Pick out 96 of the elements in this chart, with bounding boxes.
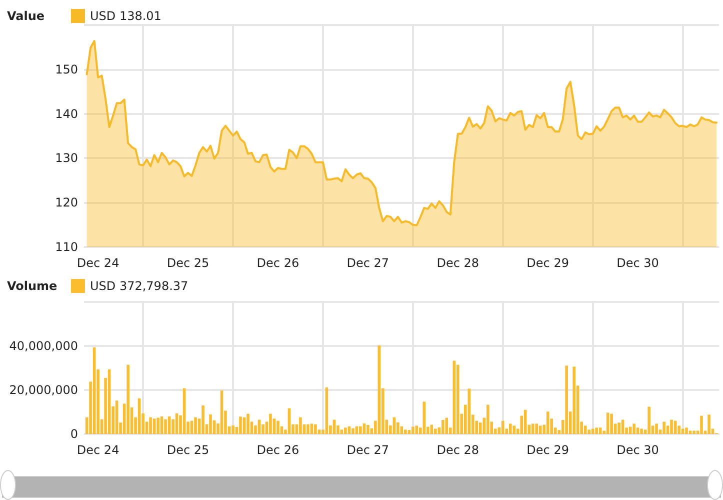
- bar: [404, 430, 407, 434]
- bar: [572, 366, 576, 434]
- bar: [152, 418, 156, 434]
- bar: [606, 412, 610, 434]
- y-tick-label: 140: [55, 106, 78, 121]
- bar: [501, 420, 504, 434]
- bar: [628, 426, 632, 434]
- y-tick-label: 20,000,000: [9, 383, 78, 397]
- bar: [535, 424, 538, 434]
- x-tick-label: Dec 26: [256, 443, 300, 457]
- bar: [565, 366, 568, 434]
- x-tick-label: Dec 24: [76, 256, 120, 270]
- x-tick-label: Dec 28: [436, 443, 480, 457]
- bar: [591, 428, 594, 434]
- y-tick-label: 120: [55, 196, 78, 210]
- bar: [632, 424, 636, 434]
- x-tick-label: Dec 27: [346, 256, 390, 270]
- bar: [700, 416, 703, 434]
- bar: [182, 388, 186, 434]
- bar: [688, 430, 692, 434]
- x-tick-label: Dec 29: [526, 443, 569, 457]
- bar: [258, 420, 261, 434]
- bar: [239, 416, 242, 434]
- x-tick-label: Dec 28: [436, 256, 480, 270]
- bar: [126, 364, 130, 434]
- bar: [359, 426, 362, 434]
- bar: [415, 426, 418, 434]
- bar: [276, 420, 280, 434]
- bar: [232, 425, 234, 434]
- bar: [452, 360, 456, 434]
- bar: [584, 426, 587, 434]
- bar: [344, 428, 347, 434]
- bar: [595, 428, 598, 434]
- bar: [610, 414, 613, 434]
- legend-title: Value: [7, 9, 45, 23]
- bar: [194, 417, 197, 434]
- bar: [468, 388, 471, 434]
- x-tick-label: Dec 30: [616, 443, 659, 457]
- bar: [621, 420, 624, 434]
- bar: [164, 419, 167, 434]
- y-tick-label: 40,000,000: [9, 339, 78, 353]
- bar: [618, 422, 620, 434]
- bar: [648, 406, 650, 434]
- bar: [708, 414, 710, 434]
- bar: [531, 424, 534, 434]
- bar: [486, 404, 490, 434]
- bar: [538, 426, 542, 434]
- legend-label: USD 138.01: [90, 9, 162, 23]
- bar: [430, 424, 434, 434]
- x-tick-label: Dec 25: [166, 256, 210, 270]
- bar: [408, 430, 411, 434]
- x-tick-label: Dec 27: [346, 443, 390, 457]
- bar: [636, 428, 640, 434]
- bar: [246, 414, 250, 434]
- y-tick-label: 130: [55, 151, 78, 166]
- bar: [310, 424, 314, 434]
- bar: [314, 424, 317, 434]
- bar: [692, 430, 696, 434]
- x-tick-label: Dec 29: [526, 256, 569, 270]
- bar: [512, 426, 516, 434]
- bar: [352, 428, 354, 434]
- bar: [412, 426, 414, 434]
- bar: [588, 430, 590, 434]
- bar: [508, 424, 512, 434]
- x-tick-label: Dec 24: [76, 443, 120, 457]
- x-tick-label: Dec 26: [256, 256, 300, 270]
- bar: [456, 364, 460, 434]
- bar: [598, 428, 602, 434]
- bar: [670, 420, 673, 434]
- bar: [681, 428, 684, 434]
- bar: [546, 412, 550, 434]
- bar: [422, 402, 426, 434]
- bar: [306, 424, 310, 434]
- legend-label: USD 372,798.37: [90, 279, 188, 293]
- legend-title: Volume: [7, 279, 58, 293]
- bar: [662, 422, 666, 434]
- bar: [445, 418, 448, 434]
- bar: [434, 428, 437, 434]
- bar: [299, 417, 302, 434]
- y-tick-label: 0: [70, 427, 78, 441]
- bar: [202, 405, 204, 434]
- bar: [640, 428, 643, 434]
- bar: [366, 424, 370, 434]
- bar: [441, 420, 444, 434]
- bar: [269, 414, 272, 434]
- bar: [655, 424, 658, 434]
- bar: [149, 417, 152, 434]
- bar: [685, 428, 688, 434]
- y-tick-label: 150: [55, 62, 78, 76]
- bar: [156, 418, 160, 434]
- x-tick-label: Dec 25: [166, 443, 210, 457]
- bar: [332, 420, 336, 434]
- bar: [340, 430, 344, 434]
- bar: [209, 414, 212, 434]
- y-tick-label: 110: [55, 240, 78, 254]
- x-tick-label: Dec 30: [616, 256, 659, 270]
